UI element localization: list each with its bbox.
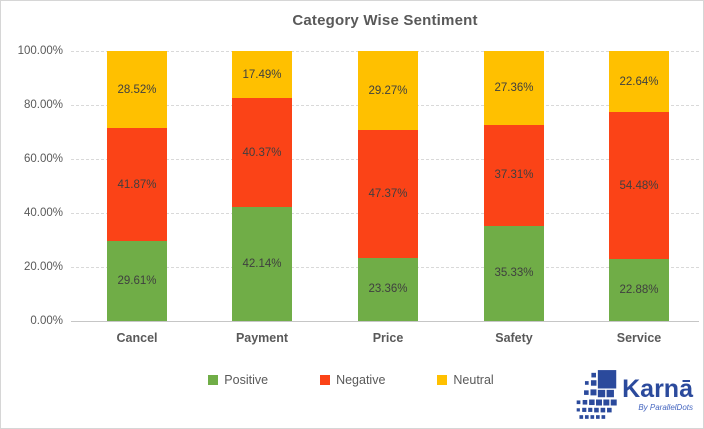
segment-neutral-price[interactable]: 29.27% — [358, 51, 418, 131]
segment-negative-payment[interactable]: 40.37% — [232, 98, 292, 208]
paralleldots-mark-icon — [576, 370, 617, 419]
segment-negative-cancel[interactable]: 41.87% — [107, 128, 167, 242]
bar-cancel: 28.52% 41.87% 29.61% — [107, 51, 167, 321]
data-label: 22.64% — [619, 75, 659, 88]
legend-label-positive: Positive — [224, 373, 269, 387]
segment-neutral-payment[interactable]: 17.49% — [232, 51, 292, 99]
legend-label-neutral: Neutral — [453, 373, 494, 387]
y-axis-tick: 0.00% — [30, 315, 63, 327]
bar-price: 29.27% 47.37% 23.36% — [358, 51, 418, 321]
x-axis-label-price: Price — [372, 331, 404, 345]
segment-positive-payment[interactable]: 42.14% — [232, 207, 292, 321]
segment-neutral-safety[interactable]: 27.36% — [484, 51, 544, 125]
y-axis: 100.00% 80.00% 60.00% 40.00% 20.00% 0.00% — [1, 45, 63, 327]
x-axis-label-payment: Payment — [235, 331, 289, 345]
segment-positive-cancel[interactable]: 29.61% — [107, 241, 167, 321]
segment-positive-safety[interactable]: 35.33% — [484, 225, 544, 321]
data-label: 35.33% — [494, 267, 534, 280]
legend-label-negative: Negative — [336, 373, 386, 387]
y-axis-tick: 40.00% — [23, 207, 63, 219]
data-label: 42.14% — [242, 258, 282, 271]
segment-positive-service[interactable]: 22.88% — [609, 259, 669, 321]
segment-neutral-service[interactable]: 22.64% — [609, 51, 669, 113]
legend-item-positive[interactable]: Positive — [208, 373, 268, 387]
data-label: 29.61% — [117, 275, 157, 288]
x-axis-label-cancel: Cancel — [116, 331, 158, 345]
bar-service: 22.64% 54.48% 22.88% — [609, 51, 669, 321]
chart-title: Category Wise Sentiment — [292, 12, 478, 29]
y-axis-tick: 100.00% — [17, 45, 63, 57]
gridline — [71, 321, 699, 322]
data-label: 47.37% — [368, 187, 408, 200]
bar-payment: 17.49% 40.37% 42.14% — [232, 51, 292, 321]
bar-safety: 27.36% 37.31% 35.33% — [484, 51, 544, 321]
x-axis: Cancel Payment Price Safety Service — [71, 331, 699, 349]
data-label: 17.49% — [242, 68, 282, 81]
brand-subtitle: By ParallelDots — [638, 402, 693, 412]
x-axis-label-service: Service — [616, 331, 662, 345]
data-label: 23.36% — [368, 283, 408, 296]
legend-item-neutral[interactable]: Neutral — [437, 373, 494, 387]
segment-negative-safety[interactable]: 37.31% — [484, 124, 544, 226]
segment-negative-service[interactable]: 54.48% — [609, 112, 669, 260]
positive-swatch-icon — [208, 375, 219, 385]
legend-item-negative[interactable]: Negative — [320, 373, 385, 387]
data-label: 28.52% — [117, 83, 157, 96]
data-label: 37.31% — [494, 169, 534, 182]
y-axis-tick: 60.00% — [23, 153, 63, 165]
data-label: 40.37% — [242, 146, 282, 159]
segment-positive-price[interactable]: 23.36% — [358, 257, 418, 321]
data-label: 54.48% — [619, 179, 659, 192]
neutral-swatch-icon — [437, 375, 448, 385]
brand-name: Karnā — [622, 374, 693, 403]
negative-swatch-icon — [320, 375, 331, 385]
plot-area: 28.52% 41.87% 29.61% 17.49% 40.37% 42.14% 29.2… — [71, 51, 699, 322]
y-axis-tick: 80.00% — [23, 99, 63, 111]
brand-logo: Karnā By ParallelDots — [573, 366, 693, 422]
data-label: 29.27% — [368, 84, 408, 97]
x-axis-label-safety: Safety — [495, 331, 533, 345]
data-label: 27.36% — [494, 81, 534, 94]
segment-neutral-cancel[interactable]: 28.52% — [107, 51, 167, 129]
data-label: 41.87% — [117, 178, 157, 191]
data-label: 22.88% — [619, 284, 659, 297]
legend: Positive Negative Neutral — [71, 373, 631, 387]
y-axis-tick: 20.00% — [23, 261, 63, 273]
segment-negative-price[interactable]: 47.37% — [358, 130, 418, 258]
